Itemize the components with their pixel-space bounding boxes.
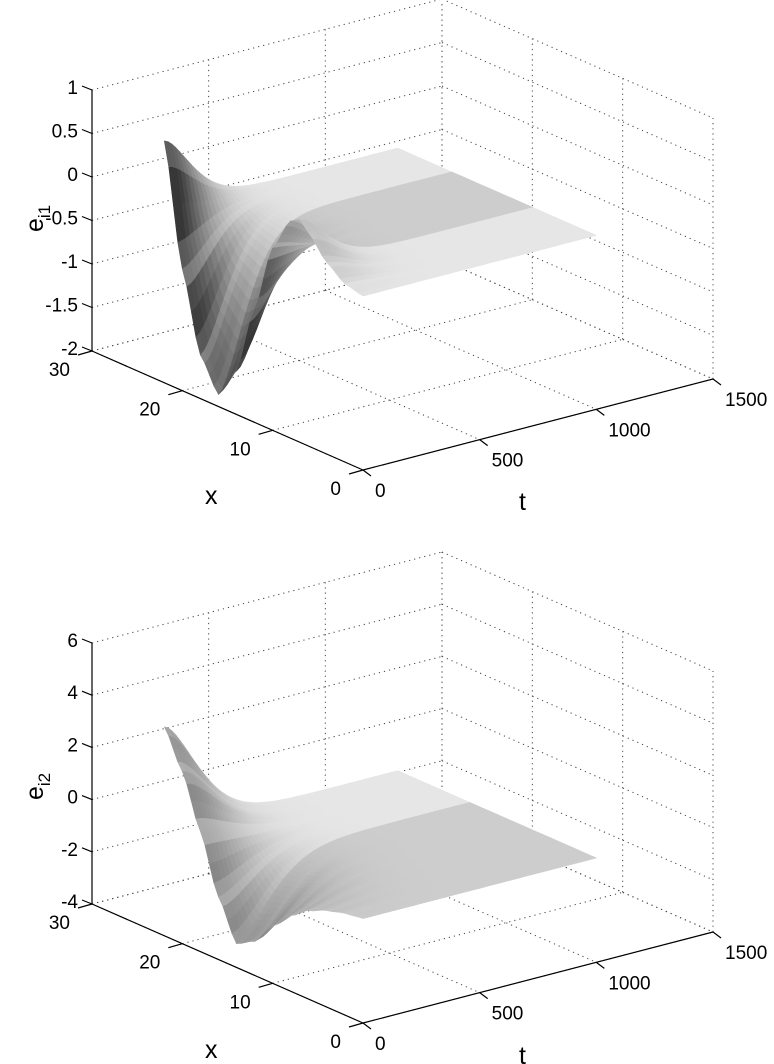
top-plot-xlabel: x [205, 482, 218, 510]
z-tick-label: -1 [61, 252, 78, 273]
z-tick [81, 128, 93, 135]
t-tick [479, 439, 489, 447]
z-gridline [441, 655, 714, 776]
top-plot-surface [163, 140, 598, 395]
z-tick [81, 85, 93, 91]
z-tick [81, 259, 93, 265]
z-gridline [441, 259, 714, 380]
z-tick-label: 1 [67, 78, 78, 99]
z-gridline [91, 42, 443, 134]
x-tick [77, 350, 93, 356]
z-tick [81, 302, 93, 309]
z-tick [81, 215, 93, 222]
z-gridline [441, 603, 714, 724]
t-tick-label: 0 [375, 481, 386, 502]
z-tick-label: -0.5 [45, 209, 78, 230]
z-gridline [91, 551, 443, 644]
top-plot-tlabel: t [519, 488, 526, 516]
z-gridline [441, 551, 714, 672]
t-tick [595, 408, 605, 416]
z-tick-label: -1.5 [45, 296, 78, 317]
z-tick-label: -2 [61, 339, 78, 360]
t-tick-label: 1500 [725, 390, 767, 411]
bottom-plot-surface [163, 726, 598, 944]
x-tick [348, 469, 364, 475]
x-tick-label: 10 [230, 439, 251, 460]
x-tick-label: 20 [139, 400, 160, 421]
x-tick-label: 30 [49, 360, 70, 381]
t-gridline-floor [325, 289, 597, 410]
x-tick-label: 0 [330, 479, 341, 500]
z-tick-label: 0 [67, 165, 78, 186]
t-tick-label: 1000 [608, 420, 650, 441]
z-gridline [91, 603, 443, 696]
z-tick [81, 346, 93, 352]
t-tick [362, 469, 372, 477]
z-tick-label: 0.5 [52, 122, 78, 143]
x-tick [168, 390, 183, 396]
z-gridline [441, 42, 714, 162]
t-axis-line [362, 378, 714, 471]
z-gridline [91, 0, 441, 91]
t-gridline-floor [441, 259, 714, 380]
z-gridline [443, 0, 714, 119]
x-tick [258, 429, 273, 435]
z-gridline [91, 655, 443, 748]
z-tick [81, 172, 93, 178]
t-tick [712, 378, 722, 386]
t-tick-label: 500 [492, 451, 524, 472]
